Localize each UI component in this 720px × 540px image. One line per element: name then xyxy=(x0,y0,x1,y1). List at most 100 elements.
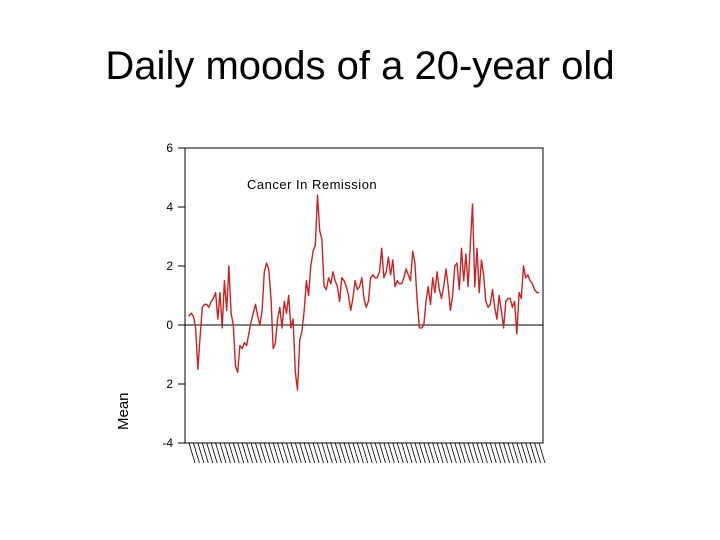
data-point xyxy=(334,280,336,282)
data-point xyxy=(219,291,221,294)
data-point xyxy=(454,265,456,267)
data-point xyxy=(498,294,500,297)
x-tick xyxy=(201,442,209,464)
x-tick xyxy=(330,442,338,464)
x-tick xyxy=(361,442,369,464)
data-point xyxy=(325,289,327,291)
x-tick xyxy=(529,442,537,464)
data-point xyxy=(305,280,308,282)
x-tick xyxy=(312,442,320,464)
data-point xyxy=(217,318,219,320)
data-point xyxy=(383,277,385,279)
data-point xyxy=(336,286,339,288)
data-point xyxy=(241,348,243,350)
x-tick xyxy=(534,442,541,464)
data-point xyxy=(409,280,412,282)
data-point xyxy=(387,256,389,258)
data-point xyxy=(314,244,316,246)
data-point xyxy=(303,309,305,311)
x-tick xyxy=(294,442,302,464)
data-point xyxy=(416,300,418,302)
data-point xyxy=(250,321,252,323)
x-tick xyxy=(507,442,515,464)
series-layer xyxy=(188,194,540,391)
data-point xyxy=(485,300,487,302)
x-tick xyxy=(250,442,258,464)
data-point xyxy=(491,289,494,291)
data-point xyxy=(418,327,420,329)
data-point xyxy=(514,300,516,302)
y-tick-label: -4 xyxy=(162,436,173,450)
data-point xyxy=(407,274,409,276)
x-tick xyxy=(467,442,475,464)
data-point xyxy=(389,274,392,276)
data-point xyxy=(237,371,239,373)
x-tick xyxy=(237,442,245,464)
x-tick xyxy=(418,442,426,464)
data-point xyxy=(460,247,463,249)
x-tick xyxy=(472,442,479,464)
x-tick xyxy=(396,442,404,464)
x-tick xyxy=(458,442,466,464)
x-tick xyxy=(206,442,214,464)
data-point xyxy=(248,333,250,335)
data-point xyxy=(438,289,440,291)
data-point xyxy=(525,277,527,279)
data-point xyxy=(257,315,259,317)
data-point xyxy=(425,300,427,302)
x-tick xyxy=(405,442,413,464)
x-tick xyxy=(520,442,528,464)
x-tick xyxy=(512,442,519,464)
data-point xyxy=(420,327,423,329)
data-point xyxy=(405,268,407,270)
data-point xyxy=(480,259,483,261)
data-point xyxy=(206,303,208,305)
data-point xyxy=(330,283,332,285)
data-point xyxy=(449,309,451,311)
data-point xyxy=(310,265,312,267)
data-point xyxy=(192,315,195,317)
data-point xyxy=(288,294,290,297)
data-point xyxy=(347,294,350,297)
x-tick xyxy=(343,442,351,464)
plot-frame xyxy=(184,147,544,444)
x-tick xyxy=(277,442,284,464)
data-point xyxy=(223,280,226,282)
data-point xyxy=(259,324,261,326)
x-tick xyxy=(498,442,506,464)
x-tick xyxy=(481,442,488,464)
x-tick xyxy=(259,442,267,464)
data-point xyxy=(350,309,352,311)
data-point xyxy=(363,297,365,300)
y-tick-label: 0 xyxy=(166,318,173,332)
x-tick xyxy=(348,442,355,464)
data-point xyxy=(531,283,533,285)
x-tick xyxy=(427,442,435,464)
plot-border xyxy=(184,147,544,444)
data-point xyxy=(308,294,310,297)
data-point xyxy=(301,330,303,332)
data-point xyxy=(265,262,268,264)
data-point xyxy=(365,306,367,308)
data-point xyxy=(378,271,381,273)
data-point xyxy=(345,286,347,288)
data-point xyxy=(423,324,425,326)
data-point xyxy=(201,306,203,308)
data-point xyxy=(509,297,511,300)
x-tick xyxy=(224,442,231,464)
data-point xyxy=(396,280,398,282)
x-tick xyxy=(352,442,360,464)
data-point xyxy=(527,274,529,276)
x-tick xyxy=(410,442,417,464)
x-tick xyxy=(325,442,333,464)
x-tick xyxy=(383,442,391,464)
data-point xyxy=(212,297,214,300)
data-point xyxy=(319,230,321,232)
data-point xyxy=(467,286,469,288)
data-point xyxy=(312,250,314,252)
x-tick xyxy=(210,442,218,464)
x-tick xyxy=(423,442,431,464)
data-point xyxy=(456,262,458,264)
data-point xyxy=(502,327,505,329)
x-tick xyxy=(263,442,271,464)
